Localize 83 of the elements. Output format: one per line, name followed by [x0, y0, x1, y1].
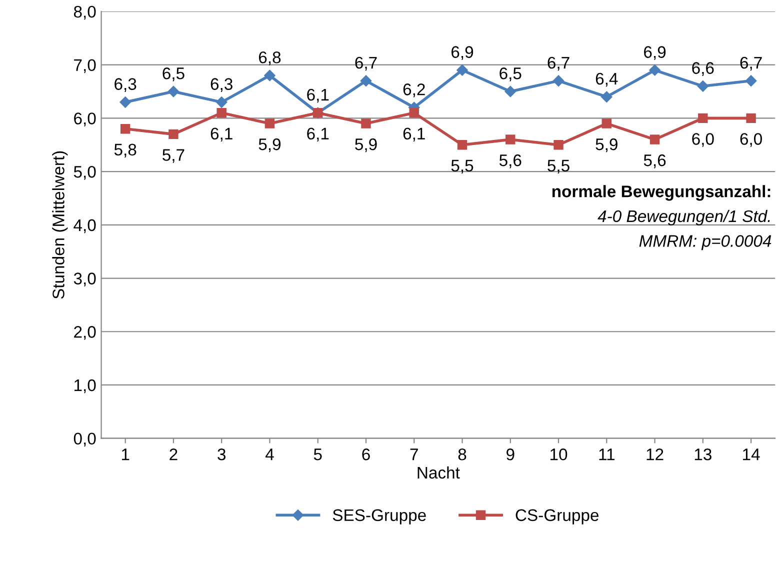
y-tick-label: 7,0: [74, 59, 96, 73]
x-tick-label: 3: [218, 448, 226, 460]
y-tick-label: 0,0: [74, 432, 96, 447]
data-label: 6,8: [258, 52, 281, 66]
point: [264, 70, 276, 82]
y-axis-title: Stunden (Mittelwert): [52, 151, 68, 299]
x-tick-label: 4: [265, 448, 274, 460]
data-label: 6,1: [210, 128, 232, 142]
point: [698, 113, 708, 124]
annotation: normale Bewegungsanzahl:: [552, 185, 770, 201]
point: [601, 91, 612, 102]
data-label: 6,6: [692, 62, 714, 76]
point: [409, 108, 419, 118]
point: [168, 86, 180, 98]
y-tick-label: 6,0: [74, 112, 96, 126]
x-tick-label: 5: [314, 448, 322, 460]
point: [504, 86, 516, 98]
annotation: 4-0 Bewegungen/1 Std.: [598, 210, 770, 226]
data-label: 6,0: [740, 133, 762, 147]
point: [745, 75, 757, 86]
data-label: 6,7: [548, 56, 570, 71]
x-tick-label: 14: [743, 448, 760, 460]
data-label: 6,5: [162, 68, 184, 82]
point: [602, 118, 612, 128]
data-label: 6,1: [403, 128, 425, 142]
point: [650, 134, 660, 144]
x-tick-label: 7: [410, 448, 418, 460]
x-axis-title: Nacht: [418, 466, 460, 479]
x-tick-label: 12: [646, 448, 664, 460]
y-tick-label: 1,0: [74, 379, 96, 394]
data-label: 5,5: [548, 160, 570, 174]
data-label: 6,7: [355, 56, 377, 71]
annotation: MMRM: p=0.0004: [639, 235, 772, 250]
point: [361, 118, 371, 128]
point: [216, 96, 228, 108]
data-label: 5,6: [644, 154, 666, 168]
point: [457, 140, 468, 150]
x-tick-label: 2: [170, 448, 178, 460]
point: [216, 108, 226, 118]
point: [120, 124, 130, 134]
point: [697, 80, 709, 92]
data-label: 5,6: [499, 154, 522, 168]
point: [360, 75, 372, 86]
data-label: 6,0: [692, 133, 714, 147]
legend-label: SES-Gruppe: [332, 509, 426, 524]
point: [649, 64, 660, 76]
data-label: 6,2: [403, 84, 425, 98]
data-label: 5,9: [596, 138, 618, 152]
data-label: 6,7: [740, 56, 762, 71]
data-label: 5,9: [258, 138, 281, 152]
y-tick-label: 4,0: [74, 219, 96, 234]
data-label: 6,9: [644, 46, 666, 60]
point: [264, 118, 275, 128]
x-tick-label: 1: [122, 448, 130, 460]
data-label: 5,5: [451, 160, 474, 174]
data-label: 6,1: [307, 88, 329, 103]
y-tick-label: 8,0: [74, 6, 96, 20]
x-tick-label: 8: [458, 448, 466, 460]
point: [746, 113, 756, 124]
legend-label: CS-Gruppe: [516, 509, 599, 524]
y-tick-label: 5,0: [74, 166, 96, 180]
x-tick-label: 13: [694, 448, 712, 460]
y-tick-label: 2,0: [74, 326, 96, 340]
point: [120, 96, 131, 108]
data-label: 6,3: [210, 78, 232, 92]
point: [506, 134, 516, 144]
data-label: 5,9: [355, 138, 377, 152]
data-label: 5,8: [114, 144, 136, 158]
point: [552, 75, 564, 86]
x-tick-label: 11: [599, 448, 614, 460]
data-label: 6,9: [452, 46, 474, 60]
point: [554, 140, 564, 150]
y-tick-label: 3,0: [74, 272, 96, 286]
data-label: 6,1: [307, 128, 329, 142]
data-label: 6,4: [596, 72, 618, 87]
x-tick-label: 10: [550, 448, 568, 460]
point: [168, 129, 178, 140]
x-tick-label: 6: [362, 448, 370, 460]
data-label: 6,3: [114, 78, 136, 92]
x-tick-label: 9: [506, 448, 514, 460]
data-label: 6,5: [500, 68, 522, 82]
data-label: 5,7: [162, 149, 184, 163]
point: [456, 64, 468, 76]
